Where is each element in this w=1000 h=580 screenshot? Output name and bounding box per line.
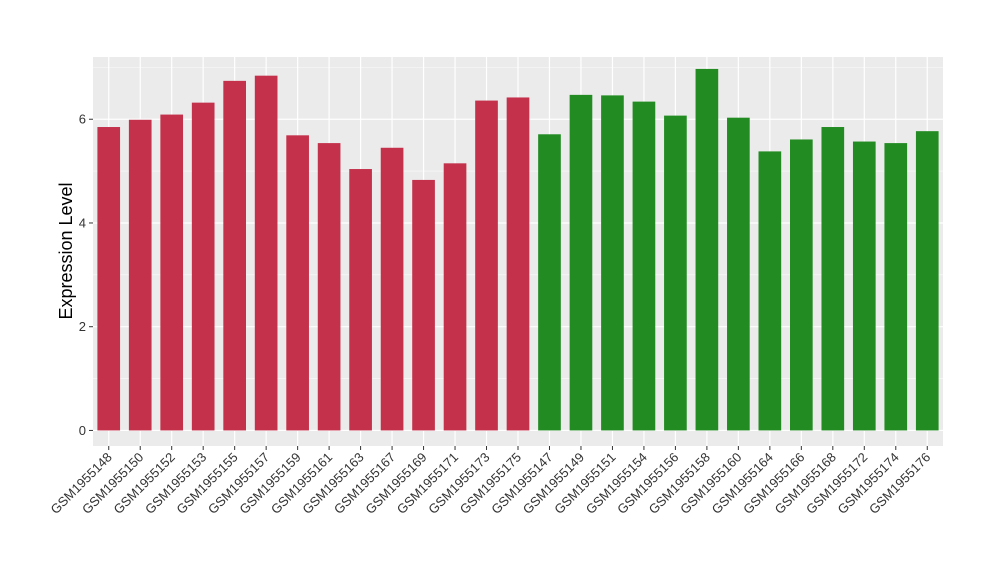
bar [349,169,372,431]
bar [790,139,813,431]
y-tick-label: 6 [79,112,86,127]
bar [380,147,404,431]
bar [191,102,215,431]
bar [695,68,719,431]
bar [506,97,530,431]
x-axis: GSM1955148GSM1955150GSM1955152GSM1955153… [48,446,933,517]
y-tick-label: 0 [79,423,86,438]
bar [727,117,750,431]
bar [412,179,435,431]
bar [317,143,341,431]
bar [443,163,467,431]
bar [758,151,782,431]
bar [128,119,152,431]
bar [160,114,184,431]
bar [286,135,309,431]
bar [915,131,939,431]
bar [254,75,278,431]
bar [884,143,908,431]
bar [569,94,593,431]
y-tick-label: 4 [79,215,86,230]
bars [97,68,939,431]
bar [538,134,561,431]
bar [632,101,656,431]
bar [97,127,121,431]
y-tick-label: 2 [79,319,86,334]
bar [664,115,687,431]
bar [821,127,845,431]
bar [601,95,624,431]
bar [223,80,246,431]
y-axis-title: Expression Level [56,182,76,319]
bar [852,141,876,431]
bar [475,100,498,431]
y-axis: 0 2 4 6 [79,112,93,438]
